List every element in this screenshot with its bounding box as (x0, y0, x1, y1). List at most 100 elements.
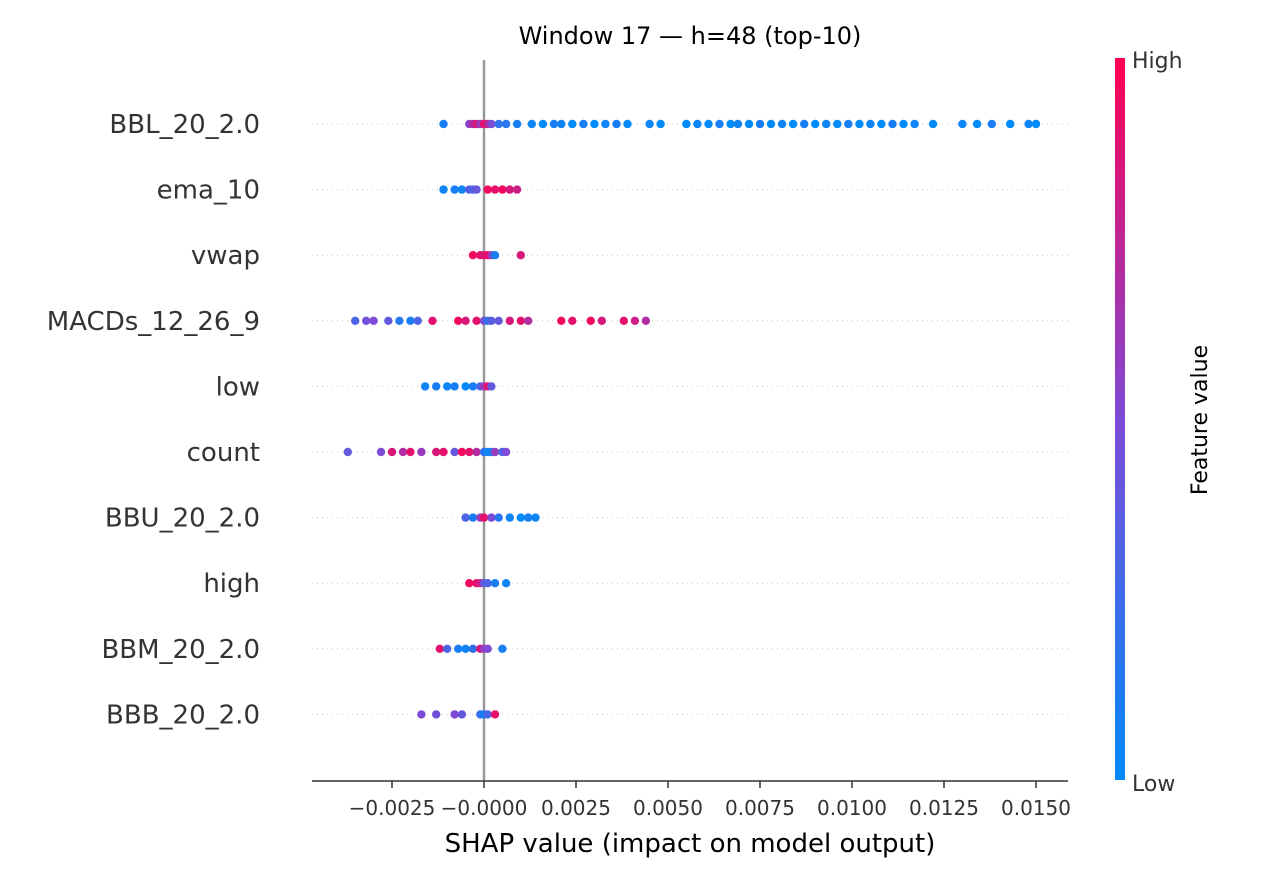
feature-label: high (203, 569, 260, 599)
shap-point (494, 316, 503, 325)
shap-point (822, 119, 831, 129)
shap-point (557, 119, 566, 129)
shap-point (439, 447, 448, 457)
shap-point (490, 251, 500, 260)
shap-point (351, 316, 360, 325)
shap-point (755, 119, 765, 129)
shap-point (619, 316, 628, 325)
shap-point (457, 710, 467, 719)
feature-label: vwap (191, 241, 260, 271)
shap-point (465, 579, 474, 588)
shap-point (538, 119, 548, 129)
shap-point (682, 119, 691, 129)
shap-point (369, 316, 378, 325)
shap-point (641, 316, 651, 325)
shap-point (461, 513, 470, 522)
shap-point (744, 119, 754, 129)
shap-point (557, 316, 566, 325)
shap-point (490, 710, 500, 719)
feature-label: ema_10 (157, 176, 260, 206)
shap-point (454, 644, 463, 653)
shap-point (439, 185, 448, 194)
shap-point (512, 119, 522, 129)
x-tick-label: 0.0050 (633, 796, 703, 820)
shap-point (494, 513, 503, 522)
colorbar-low-label: Low (1132, 772, 1175, 797)
shap-point (693, 119, 702, 129)
feature-label: BBL_20_2.0 (109, 110, 260, 140)
shap-point (457, 447, 467, 457)
shap-point (450, 382, 459, 391)
shap-point (910, 119, 919, 129)
x-tick-label: 0.0125 (909, 796, 979, 820)
shap-point (877, 119, 886, 129)
shap-point (800, 119, 809, 129)
x-tick-label: 0.0025 (541, 796, 611, 820)
shap-point (457, 185, 467, 194)
shap-point (454, 316, 463, 325)
shap-point (928, 119, 938, 129)
shap-point (406, 447, 415, 457)
shap-point (590, 119, 599, 129)
shap-point (888, 119, 897, 129)
shap-point (450, 185, 459, 194)
shap-point (972, 119, 982, 129)
shap-point (468, 644, 478, 653)
shap-point (362, 316, 371, 325)
shap-point (468, 251, 478, 260)
x-tick-label: 0.0150 (1001, 796, 1071, 820)
shap-point (505, 513, 514, 522)
shap-point (597, 316, 606, 325)
shap-point (987, 119, 996, 129)
shap-point (612, 119, 621, 129)
shap-point (490, 447, 500, 457)
shap-point (766, 119, 776, 129)
shap-point (417, 447, 426, 457)
shap-point (1006, 119, 1015, 129)
shap-point (432, 382, 441, 391)
shap-point (501, 447, 511, 457)
shap-point (505, 316, 514, 325)
feature-label: low (216, 372, 260, 402)
shap-point (568, 119, 577, 129)
feature-label: MACDs_12_26_9 (47, 307, 260, 337)
shap-point (704, 119, 713, 129)
shap-point (483, 710, 492, 719)
shap-point (498, 185, 507, 194)
shap-point (726, 119, 735, 129)
colorbar-high-label: High (1132, 49, 1183, 74)
shap-point (549, 119, 559, 129)
chart-title: Window 17 — h=48 (top-10) (519, 22, 862, 50)
shap-point (384, 316, 393, 325)
feature-label: count (187, 438, 260, 468)
x-tick-label: 0.0075 (725, 796, 795, 820)
shap-point (450, 447, 459, 457)
shap-point (343, 447, 352, 457)
shap-point (656, 119, 665, 129)
shap-point (443, 382, 452, 391)
shap-point (958, 119, 967, 129)
x-axis-ticks: −0.0025 −0.0000 0.0025 0.0050 0.0075 0.0100 0.… (349, 781, 1071, 820)
shap-point (579, 119, 588, 129)
shap-point (472, 447, 481, 457)
feature-label: BBM_20_2.0 (101, 635, 260, 665)
shap-point (715, 119, 724, 129)
shap-point (483, 579, 492, 588)
shap-point (406, 316, 415, 325)
shap-point (516, 251, 525, 260)
shap-point (601, 119, 610, 129)
shap-point (527, 119, 536, 129)
shap-point (855, 119, 864, 129)
shap-point (512, 185, 522, 194)
shap-point (733, 119, 743, 129)
shap-point (398, 447, 408, 457)
shap-point (531, 513, 540, 522)
shap-point (501, 579, 511, 588)
shap-point (516, 316, 525, 325)
shap-point (479, 513, 489, 522)
shap-point (465, 447, 474, 457)
shap-point (443, 644, 452, 653)
shap-point (501, 119, 511, 129)
shap-point (1024, 119, 1033, 129)
